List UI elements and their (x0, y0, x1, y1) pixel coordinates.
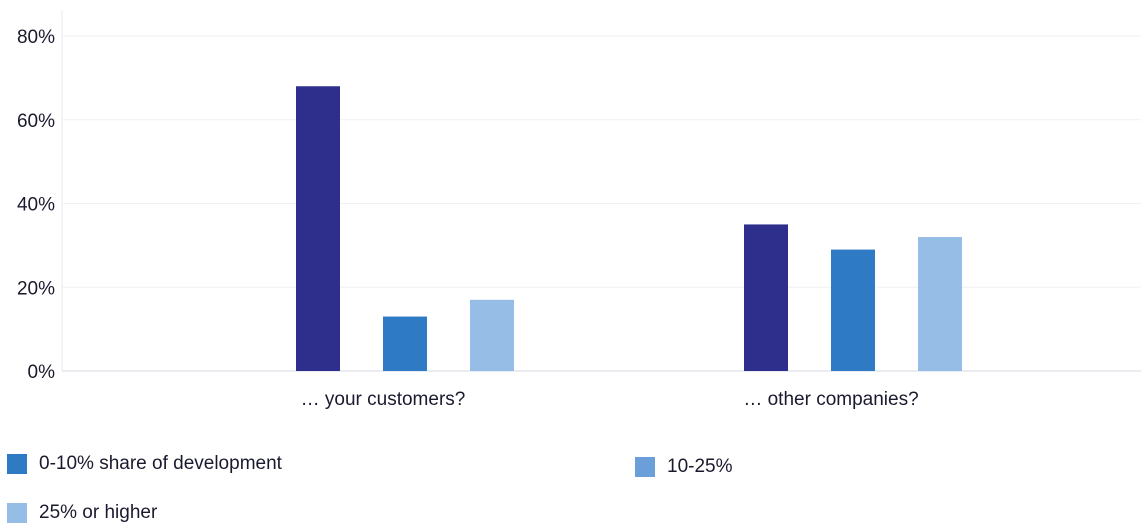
bar-series-25-plus-other-companies (918, 237, 962, 371)
bar-series-a-customers (296, 86, 340, 371)
legend-label-10-25: 10-25% (667, 456, 733, 477)
y-tick-label: 40% (17, 195, 55, 216)
y-tick-label: 60% (17, 111, 55, 132)
legend-item-25-plus: 25% or higher (7, 502, 157, 524)
legend-item-0-10: 0-10% share of development (7, 453, 282, 475)
bar-series-0-10-other-companies (831, 249, 875, 371)
legend-label-0-10: 0-10% share of development (39, 453, 282, 474)
legend-item-10-25: 10-25% (635, 456, 733, 478)
legend-swatch-25-plus (7, 503, 27, 523)
bar-chart: 0% 20% 40% 60% 80% … your customers? … other c… (17, 10, 1141, 410)
x-category-label: … other companies? (743, 389, 918, 410)
x-category-label: … your customers? (301, 389, 466, 410)
y-tick-label: 20% (17, 278, 55, 299)
y-tick-label: 80% (17, 27, 55, 48)
bar-series-0-10-customers (383, 316, 427, 371)
bar-series-25-plus-customers (470, 299, 514, 371)
legend-swatch-0-10 (7, 454, 27, 474)
y-tick-label: 0% (28, 362, 56, 383)
legend-label-25-plus: 25% or higher (39, 502, 158, 523)
bar-series-a-other-companies (744, 224, 788, 371)
legend-swatch-10-25 (635, 457, 655, 477)
